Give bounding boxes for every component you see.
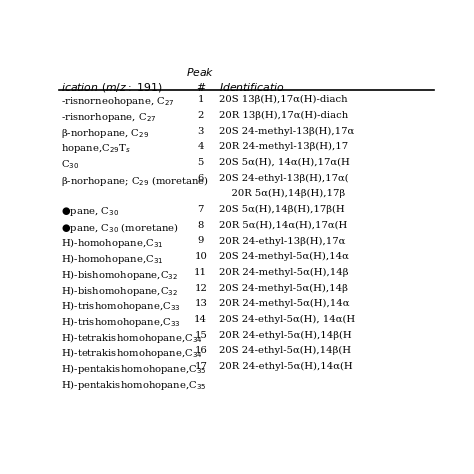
Text: 20S 5α(H), 14α(H),17α(H: 20S 5α(H), 14α(H),17α(H [219, 158, 350, 167]
Text: -risnorhopane, C$_{27}$: -risnorhopane, C$_{27}$ [61, 111, 156, 124]
Text: 1: 1 [198, 95, 204, 104]
Text: 15: 15 [194, 330, 207, 339]
Text: H)-bishomohopane,C$_{32}$: H)-bishomohopane,C$_{32}$ [61, 268, 178, 282]
Text: 20S 24-ethyl-5α(H),14β(H: 20S 24-ethyl-5α(H),14β(H [219, 346, 351, 356]
Text: 20S 24-ethyl-13β(H),17α(: 20S 24-ethyl-13β(H),17α( [219, 173, 349, 183]
Text: H)-trishomohopane,C$_{33}$: H)-trishomohopane,C$_{33}$ [61, 315, 181, 329]
Text: -risnorneohopane, C$_{27}$: -risnorneohopane, C$_{27}$ [61, 95, 175, 108]
Text: 8: 8 [198, 221, 204, 230]
Text: 20R 24-ethyl-5α(H),14β(H: 20R 24-ethyl-5α(H),14β(H [219, 330, 352, 340]
Text: $\it{Identificatio}$: $\it{Identificatio}$ [219, 81, 285, 92]
Text: H)-homohopane,C$_{31}$: H)-homohopane,C$_{31}$ [61, 237, 164, 250]
Text: H)-pentakishomohopane,C$_{35}$: H)-pentakishomohopane,C$_{35}$ [61, 378, 207, 392]
Text: H)-tetrakishomohopane,C$_{34}$: H)-tetrakishomohopane,C$_{34}$ [61, 330, 203, 345]
Text: 20R 13β(H),17α(H)-diach: 20R 13β(H),17α(H)-diach [219, 111, 348, 120]
Text: 20S 5α(H),14β(H),17β(H: 20S 5α(H),14β(H),17β(H [219, 205, 345, 214]
Text: 20R 5α(H),14α(H),17α(H: 20R 5α(H),14α(H),17α(H [219, 221, 347, 230]
Text: 17: 17 [194, 362, 207, 371]
Text: C$_{30}$: C$_{30}$ [61, 158, 79, 171]
Text: 20R 24-ethyl-5α(H),14α(H: 20R 24-ethyl-5α(H),14α(H [219, 362, 353, 371]
Text: H)-bishomohopane,C$_{32}$: H)-bishomohopane,C$_{32}$ [61, 283, 178, 298]
Text: $\it{ication\ (m/z:\ 191)}$: $\it{ication\ (m/z:\ 191)}$ [61, 81, 163, 93]
Text: 16: 16 [194, 346, 207, 356]
Text: 10: 10 [194, 252, 207, 261]
Text: 9: 9 [198, 237, 204, 246]
Text: 20S 13β(H),17α(H)-diach: 20S 13β(H),17α(H)-diach [219, 95, 347, 104]
Text: 7: 7 [198, 205, 204, 214]
Text: 13: 13 [194, 299, 207, 308]
Text: ●pane, C$_{30}$ (moretane): ●pane, C$_{30}$ (moretane) [61, 221, 179, 235]
Text: 20R 5α(H),14β(H),17β: 20R 5α(H),14β(H),17β [219, 190, 345, 199]
Text: 4: 4 [198, 142, 204, 151]
Text: H)-tetrakishomohopane,C$_{34}$: H)-tetrakishomohopane,C$_{34}$ [61, 346, 203, 360]
Text: 5: 5 [198, 158, 204, 167]
Text: 20S 24-methyl-5α(H),14β: 20S 24-methyl-5α(H),14β [219, 283, 348, 292]
Text: H)-trishomohopane,C$_{33}$: H)-trishomohopane,C$_{33}$ [61, 299, 181, 313]
Text: 20R 24-methyl-5α(H),14β: 20R 24-methyl-5α(H),14β [219, 268, 348, 277]
Text: 14: 14 [194, 315, 207, 324]
Text: 20R 24-methyl-5α(H),14α: 20R 24-methyl-5α(H),14α [219, 299, 349, 309]
Text: 2: 2 [198, 111, 204, 120]
Text: $\it{Peak}$: $\it{Peak}$ [186, 66, 215, 78]
Text: hopane,C$_{29}$T$_s$: hopane,C$_{29}$T$_s$ [61, 142, 131, 155]
Text: ●pane, C$_{30}$: ●pane, C$_{30}$ [61, 205, 119, 218]
Text: H)-pentakishomohopane,C$_{35}$: H)-pentakishomohopane,C$_{35}$ [61, 362, 207, 376]
Text: 3: 3 [198, 127, 204, 136]
Text: 11: 11 [194, 268, 207, 277]
Text: 6: 6 [198, 173, 204, 182]
Text: β-norhopane, C$_{29}$: β-norhopane, C$_{29}$ [61, 127, 149, 139]
Text: 20R 24-ethyl-13β(H),17α: 20R 24-ethyl-13β(H),17α [219, 237, 346, 246]
Text: 12: 12 [194, 283, 207, 292]
Text: 20S 24-methyl-5α(H),14α: 20S 24-methyl-5α(H),14α [219, 252, 349, 261]
Text: β-norhopane; C$_{29}$ (moretane): β-norhopane; C$_{29}$ (moretane) [61, 173, 209, 188]
Text: 20R 24-methyl-13β(H),17: 20R 24-methyl-13β(H),17 [219, 142, 348, 151]
Text: 20S 24-methyl-13β(H),17α: 20S 24-methyl-13β(H),17α [219, 127, 354, 136]
Text: $\it{\#}$: $\it{\#}$ [196, 81, 206, 92]
Text: H)-homohopane,C$_{31}$: H)-homohopane,C$_{31}$ [61, 252, 164, 266]
Text: 20S 24-ethyl-5α(H), 14α(H: 20S 24-ethyl-5α(H), 14α(H [219, 315, 355, 324]
